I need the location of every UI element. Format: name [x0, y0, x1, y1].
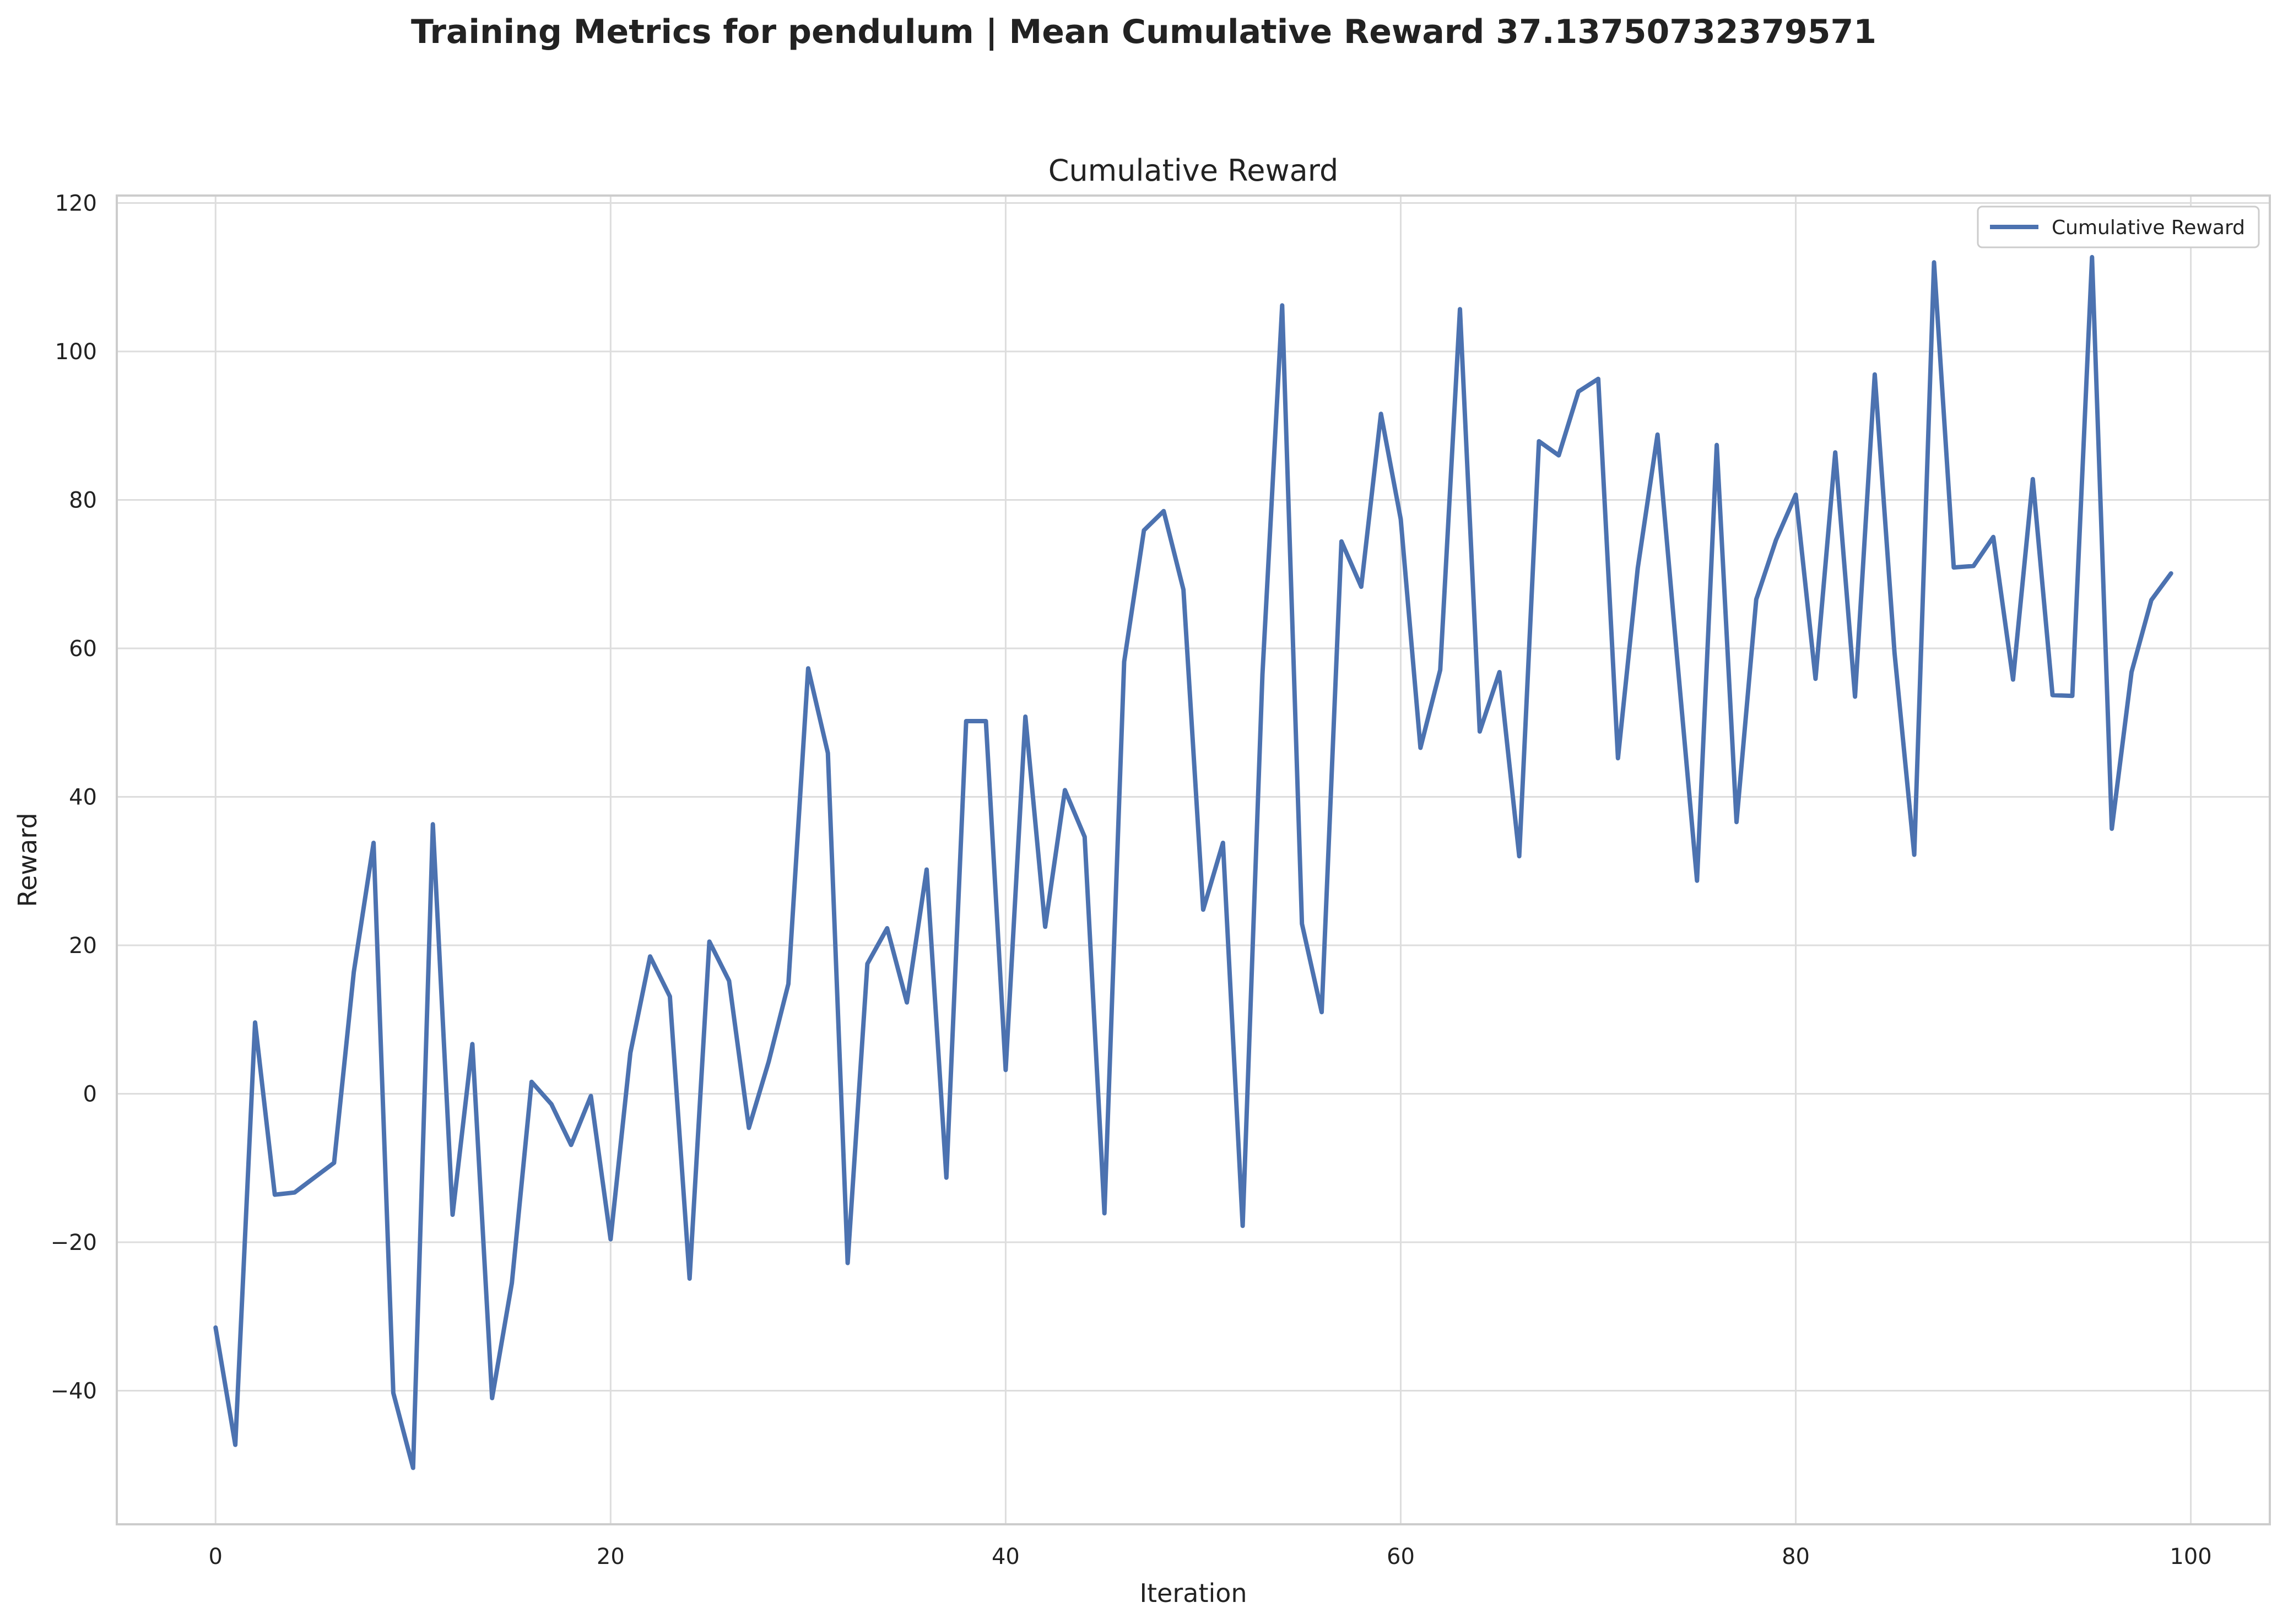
- y-tick-label: 40: [69, 784, 97, 810]
- x-tick-label: 20: [597, 1544, 625, 1569]
- y-tick-label: 0: [83, 1081, 97, 1107]
- y-axis-label: Reward: [13, 813, 42, 907]
- x-axis-label: Iteration: [1139, 1578, 1247, 1608]
- y-tick-label: 100: [55, 339, 97, 365]
- legend-label-cumulative-reward: Cumulative Reward: [2052, 216, 2245, 239]
- x-tick-label: 100: [2170, 1544, 2211, 1569]
- y-axis-ticks: −40 −20 0 20 40 60 80 100 120: [51, 191, 97, 1404]
- y-tick-label: 120: [55, 191, 97, 216]
- series-line-cumulative-reward: [213, 255, 2173, 1470]
- plot-frame: [116, 194, 2271, 1525]
- chart-title: Cumulative Reward: [1048, 153, 1338, 188]
- figure-suptitle: Training Metrics for pendulum | Mean Cum…: [411, 13, 1876, 51]
- y-tick-label: 20: [69, 933, 97, 959]
- series-layer: [213, 255, 2173, 1470]
- x-tick-label: 40: [992, 1544, 1020, 1569]
- y-tick-label: 60: [69, 636, 97, 662]
- y-tick-label: −20: [51, 1230, 97, 1255]
- legend: Cumulative Reward: [1977, 205, 2260, 248]
- gridlines: [117, 196, 2270, 1524]
- y-tick-label: −40: [51, 1378, 97, 1404]
- x-axis-ticks: 0 20 40 60 80 100: [209, 1544, 2212, 1569]
- x-tick-label: 80: [1782, 1544, 1810, 1569]
- x-tick-label: 0: [209, 1544, 223, 1569]
- y-tick-label: 80: [69, 488, 97, 513]
- x-tick-label: 60: [1387, 1544, 1415, 1569]
- legend-box: [1977, 205, 2260, 248]
